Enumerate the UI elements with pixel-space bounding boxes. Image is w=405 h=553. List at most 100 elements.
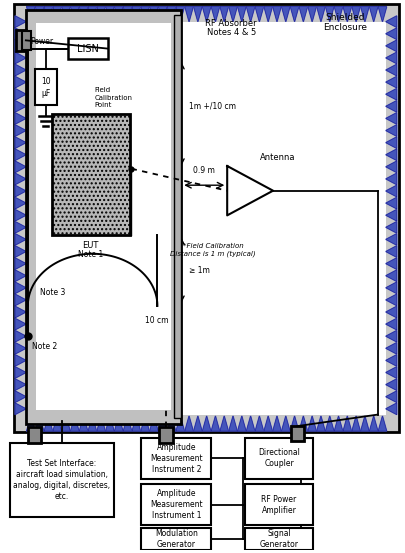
Bar: [22, 31, 30, 50]
Polygon shape: [118, 410, 126, 424]
Bar: [26, 9, 181, 424]
Polygon shape: [27, 224, 36, 234]
Polygon shape: [15, 101, 26, 112]
Polygon shape: [15, 294, 26, 306]
Polygon shape: [15, 234, 26, 245]
Polygon shape: [141, 410, 148, 424]
Polygon shape: [360, 416, 368, 431]
Polygon shape: [27, 379, 36, 389]
Polygon shape: [27, 100, 36, 109]
Polygon shape: [385, 197, 396, 209]
Polygon shape: [385, 331, 396, 342]
Polygon shape: [15, 306, 26, 318]
Polygon shape: [27, 172, 36, 182]
Polygon shape: [333, 7, 342, 22]
Polygon shape: [316, 7, 324, 22]
Text: 0.9 m: 0.9 m: [193, 166, 215, 175]
Bar: [28, 427, 41, 442]
Polygon shape: [27, 204, 36, 213]
Text: Directional
Coupler: Directional Coupler: [258, 448, 299, 468]
Polygon shape: [15, 185, 26, 197]
Polygon shape: [62, 416, 70, 431]
Polygon shape: [27, 390, 36, 400]
Polygon shape: [307, 416, 315, 431]
Polygon shape: [149, 410, 156, 424]
Polygon shape: [164, 11, 171, 23]
Polygon shape: [369, 416, 377, 431]
Polygon shape: [15, 403, 26, 415]
Polygon shape: [15, 391, 26, 403]
Polygon shape: [15, 282, 26, 294]
Polygon shape: [228, 416, 237, 431]
Polygon shape: [290, 7, 298, 22]
Polygon shape: [15, 354, 26, 366]
Polygon shape: [27, 17, 36, 27]
Polygon shape: [316, 416, 324, 431]
Polygon shape: [88, 11, 96, 23]
Bar: [245, 528, 312, 550]
Text: Notes 4 & 5: Notes 4 & 5: [206, 28, 255, 36]
Polygon shape: [105, 416, 114, 431]
Polygon shape: [272, 416, 281, 431]
Polygon shape: [385, 391, 396, 403]
Polygon shape: [27, 213, 36, 223]
Polygon shape: [385, 403, 396, 415]
Polygon shape: [15, 319, 26, 330]
Bar: [245, 484, 312, 525]
Polygon shape: [27, 369, 36, 379]
Polygon shape: [53, 416, 61, 431]
Bar: [34, 69, 56, 105]
Polygon shape: [27, 255, 36, 265]
Polygon shape: [58, 11, 66, 23]
Polygon shape: [15, 222, 26, 233]
Text: LISN: LISN: [77, 44, 98, 54]
Text: 10 cm: 10 cm: [144, 316, 168, 325]
Polygon shape: [79, 416, 87, 431]
Bar: [141, 528, 211, 550]
Text: Amplitude
Measurement
Instrument 1: Amplitude Measurement Instrument 1: [150, 489, 202, 520]
Polygon shape: [123, 416, 131, 431]
Polygon shape: [111, 410, 118, 424]
Polygon shape: [15, 125, 26, 136]
Polygon shape: [15, 342, 26, 354]
Polygon shape: [156, 11, 163, 23]
Text: 10: 10: [41, 77, 51, 86]
Polygon shape: [15, 331, 26, 342]
Polygon shape: [62, 7, 70, 22]
Polygon shape: [27, 416, 35, 431]
Text: Note 1: Note 1: [78, 250, 103, 259]
Polygon shape: [281, 416, 289, 431]
Polygon shape: [342, 7, 351, 22]
Polygon shape: [118, 11, 126, 23]
Polygon shape: [27, 48, 36, 58]
Polygon shape: [114, 7, 123, 22]
Polygon shape: [211, 416, 219, 431]
Polygon shape: [43, 11, 50, 23]
Bar: [159, 427, 172, 442]
Polygon shape: [158, 7, 166, 22]
Polygon shape: [27, 317, 36, 327]
Text: Modulation
Generator: Modulation Generator: [155, 529, 197, 549]
Polygon shape: [290, 416, 298, 431]
Polygon shape: [307, 7, 315, 22]
Polygon shape: [15, 64, 26, 76]
Polygon shape: [385, 40, 396, 51]
Polygon shape: [149, 11, 156, 23]
Polygon shape: [351, 416, 359, 431]
Polygon shape: [385, 76, 396, 88]
Polygon shape: [325, 416, 333, 431]
Text: Shielded: Shielded: [324, 13, 364, 23]
Polygon shape: [27, 296, 36, 306]
Polygon shape: [263, 7, 272, 22]
Polygon shape: [27, 286, 36, 296]
Polygon shape: [27, 400, 36, 410]
Text: 1m +/10 cm: 1m +/10 cm: [189, 101, 236, 110]
Polygon shape: [385, 222, 396, 233]
Polygon shape: [158, 416, 166, 431]
Polygon shape: [73, 11, 81, 23]
Polygon shape: [15, 210, 26, 221]
Polygon shape: [88, 416, 96, 431]
Polygon shape: [202, 416, 210, 431]
Polygon shape: [73, 410, 81, 424]
Polygon shape: [27, 69, 36, 79]
